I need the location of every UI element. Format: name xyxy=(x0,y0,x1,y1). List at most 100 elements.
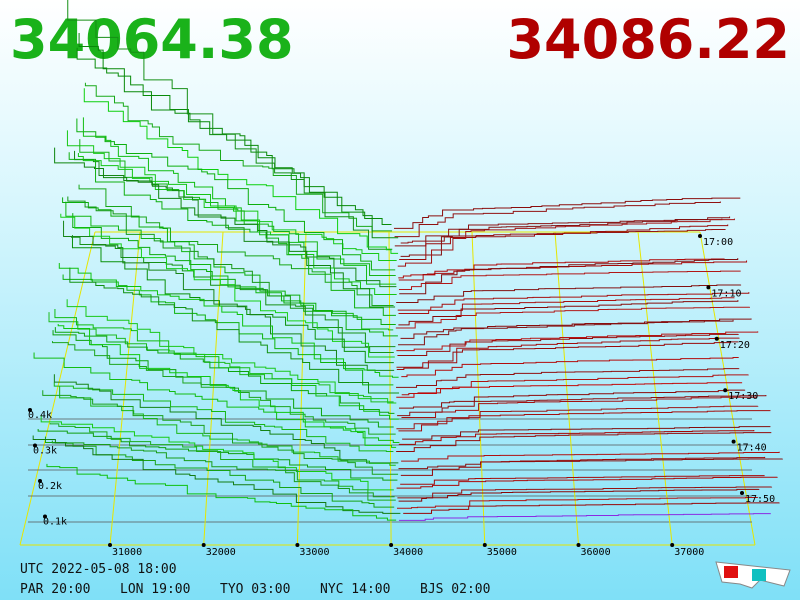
bid-curve xyxy=(53,382,394,453)
bid-curve xyxy=(58,263,399,378)
ask-curve xyxy=(395,306,750,329)
ask-price: 34086.22 xyxy=(506,8,790,71)
ask-curve xyxy=(400,216,731,257)
ask-curve xyxy=(401,451,780,462)
time-label: 17:20 xyxy=(720,340,750,351)
ask-curve xyxy=(393,197,741,229)
ask-curve xyxy=(396,497,759,509)
price-label: 33000 xyxy=(299,547,329,558)
depth-label: 0.2k xyxy=(38,481,62,492)
ask-curve xyxy=(398,389,746,409)
bid-curve xyxy=(57,323,397,448)
city-clock: PAR 20:00 xyxy=(20,582,90,597)
bid-curve xyxy=(46,463,397,521)
bid-curve xyxy=(60,213,395,358)
price-grid-line xyxy=(203,231,224,546)
price-label: 35000 xyxy=(487,547,517,558)
bid-curve xyxy=(53,374,399,464)
time-label: 17:50 xyxy=(745,494,775,505)
bid-curve xyxy=(74,150,397,288)
time-tick xyxy=(723,388,728,393)
bid-curve xyxy=(66,299,397,404)
ask-curve xyxy=(396,476,778,489)
ask-curve xyxy=(398,410,771,432)
ask-curve xyxy=(399,258,739,295)
price-label: 36000 xyxy=(581,547,611,558)
utc-time: UTC 2022-05-08 18:00 xyxy=(20,562,177,577)
bid-curve xyxy=(32,435,401,514)
grid-line xyxy=(699,231,756,546)
bid-curve xyxy=(51,440,395,498)
bid-curve xyxy=(59,386,396,466)
bid-price: 34064.38 xyxy=(10,8,294,71)
price-tick xyxy=(389,543,394,547)
price-grid-line xyxy=(109,231,141,546)
price-tick xyxy=(295,543,300,547)
ask-curve xyxy=(398,260,748,281)
bid-curve xyxy=(54,309,399,420)
city-clock: BJS 02:00 xyxy=(420,582,490,597)
bid-curve xyxy=(51,341,396,435)
ask-curve xyxy=(398,270,741,291)
grid-line xyxy=(19,231,96,546)
price-grid-line xyxy=(388,231,392,546)
ask-curve xyxy=(400,475,765,485)
bid-curve xyxy=(78,184,394,306)
time-tick xyxy=(714,336,719,341)
ask-curve xyxy=(400,318,752,339)
bid-curve xyxy=(54,147,396,308)
depth-label: 0.3k xyxy=(33,446,57,457)
ask-curve xyxy=(398,297,735,315)
price-grid-line xyxy=(471,231,486,546)
depth-curves xyxy=(32,0,783,521)
bid-curve xyxy=(65,201,394,331)
price-grid-line xyxy=(296,231,307,546)
depth-tick xyxy=(28,408,32,412)
ask-curve xyxy=(396,368,740,388)
bid-curve xyxy=(79,139,396,277)
time-label: 17:40 xyxy=(737,443,767,454)
price-grid-line xyxy=(554,231,579,546)
ask-curve xyxy=(398,488,760,502)
ask-curve xyxy=(400,456,766,476)
depth-label: 0.4k xyxy=(28,410,52,421)
time-tick xyxy=(740,491,744,495)
price-tick xyxy=(670,543,675,547)
bid-curve xyxy=(78,32,399,239)
ask-curve xyxy=(398,258,725,279)
price-tick xyxy=(576,543,581,547)
ask-curve xyxy=(397,292,750,311)
ask-curve xyxy=(396,382,743,398)
ask-curve xyxy=(396,284,742,303)
price-tick xyxy=(108,543,112,547)
time-tick xyxy=(731,439,736,444)
depth-tick xyxy=(33,443,37,448)
ask-curve xyxy=(398,319,734,346)
price-grid-line xyxy=(637,231,673,546)
ask-curve xyxy=(402,426,771,440)
ask-curve xyxy=(397,218,735,267)
bid-curve xyxy=(62,197,398,337)
time-label: 17:30 xyxy=(728,391,758,402)
price-label: 37000 xyxy=(674,547,704,558)
ask-curve xyxy=(401,357,739,378)
ask-curve xyxy=(396,331,759,352)
ask-curve xyxy=(396,341,739,370)
ask-curve xyxy=(399,224,729,260)
bid-curve xyxy=(76,118,396,271)
bid-curve xyxy=(49,423,396,501)
ask-curve xyxy=(403,502,780,514)
ask-curve xyxy=(397,333,739,356)
price-label: 31000 xyxy=(112,547,142,558)
bid-curve xyxy=(84,82,393,232)
bid-curve xyxy=(66,130,397,262)
ask-curve xyxy=(398,300,739,326)
ask-curve xyxy=(397,486,773,499)
bid-curve xyxy=(77,152,397,296)
ask-curve xyxy=(401,396,758,418)
city-clock: LON 19:00 xyxy=(120,582,190,597)
bid-curve xyxy=(48,312,394,403)
bid-curve xyxy=(83,88,399,254)
